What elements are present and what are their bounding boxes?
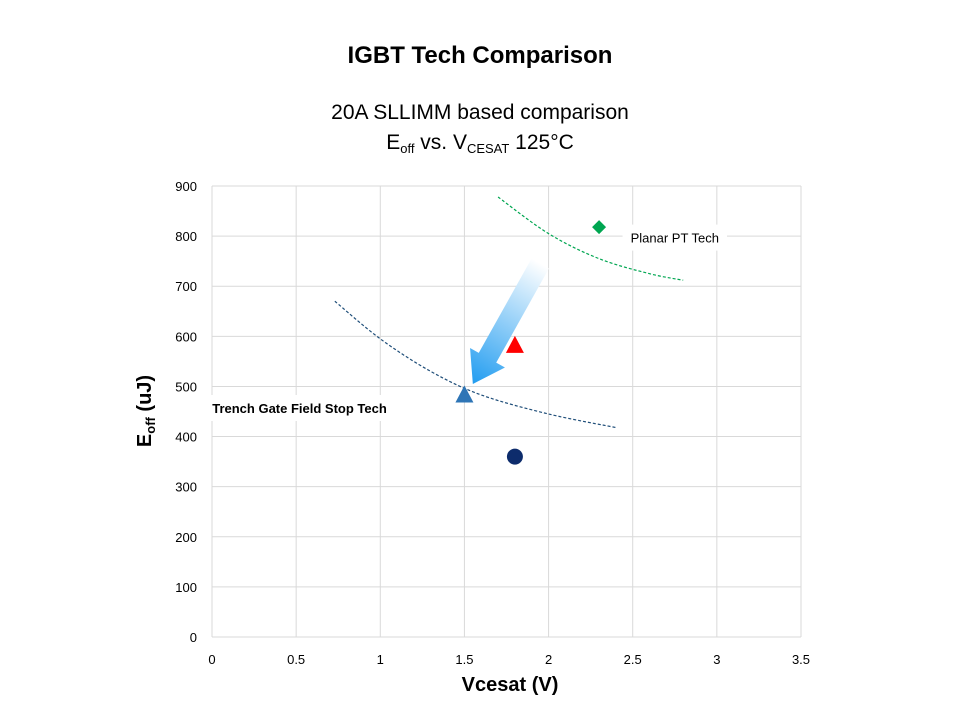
improvement-arrow-shape — [470, 258, 549, 384]
y-tick-label: 500 — [175, 379, 197, 394]
y-tick-label: 700 — [175, 279, 197, 294]
annotation-background — [204, 394, 395, 421]
annotation-background — [622, 224, 727, 251]
y-tick-label: 900 — [175, 179, 197, 194]
data-points — [455, 220, 607, 465]
trend-curve — [497, 196, 684, 281]
x-tick-label: 3 — [713, 652, 720, 667]
y-axis-title: Eoff (uJ) — [134, 375, 158, 447]
y-tick-label: 200 — [175, 530, 197, 545]
tick-labels: 0 100 200 300 400 500 600 700 800 900 0 0.5 1 1.5 2 2.5… — [175, 179, 810, 667]
x-tick-label: 0.5 — [287, 652, 305, 667]
y-tick-label: 400 — [175, 430, 197, 445]
triangle-marker — [505, 335, 524, 353]
trench-tech-label: Trench Gate Field Stop Tech — [212, 401, 387, 416]
y-tick-label: 300 — [175, 480, 197, 495]
diamond-marker — [592, 220, 607, 235]
x-axis-title: Vcesat (V) — [461, 674, 559, 696]
triangle-marker — [455, 385, 474, 403]
slide-title: IGBT Tech Comparison — [347, 42, 613, 69]
y-tick-label: 800 — [175, 229, 197, 244]
subtitle-line-1: 20A SLLIMM based comparison — [331, 101, 629, 124]
subtitle-mid: vs. V — [414, 131, 467, 154]
y-axis-title-main: E — [134, 433, 156, 448]
subtitle-e-sub: off — [400, 141, 415, 156]
y-axis-title-unit: (uJ) — [134, 374, 156, 418]
x-tick-label: 0 — [208, 652, 215, 667]
subtitle-v-sub: CESAT — [466, 141, 510, 156]
y-tick-label: 100 — [175, 580, 197, 595]
y-axis-title-sub: off — [143, 417, 158, 434]
circle-marker — [506, 448, 523, 465]
x-tick-label: 1.5 — [455, 652, 473, 667]
x-tick-label: 2 — [545, 652, 552, 667]
trend-curves — [334, 196, 684, 429]
trend-curve — [334, 300, 617, 429]
x-tick-label: 1 — [377, 652, 384, 667]
x-tick-label: 2.5 — [624, 652, 642, 667]
subtitle-e: E — [386, 131, 401, 154]
y-tick-label: 0 — [190, 630, 197, 645]
improvement-arrow — [470, 258, 549, 384]
subtitle-line-2: Eoff vs. VCESAT 125°C — [0, 131, 960, 156]
y-tick-label: 600 — [175, 329, 197, 344]
subtitle-tail: 125°C — [509, 131, 574, 154]
x-tick-label: 3.5 — [792, 652, 810, 667]
annotation-labels: Planar PT Tech Trench Gate Field Stop Tec… — [204, 224, 727, 421]
planar-tech-label: Planar PT Tech — [631, 231, 719, 246]
